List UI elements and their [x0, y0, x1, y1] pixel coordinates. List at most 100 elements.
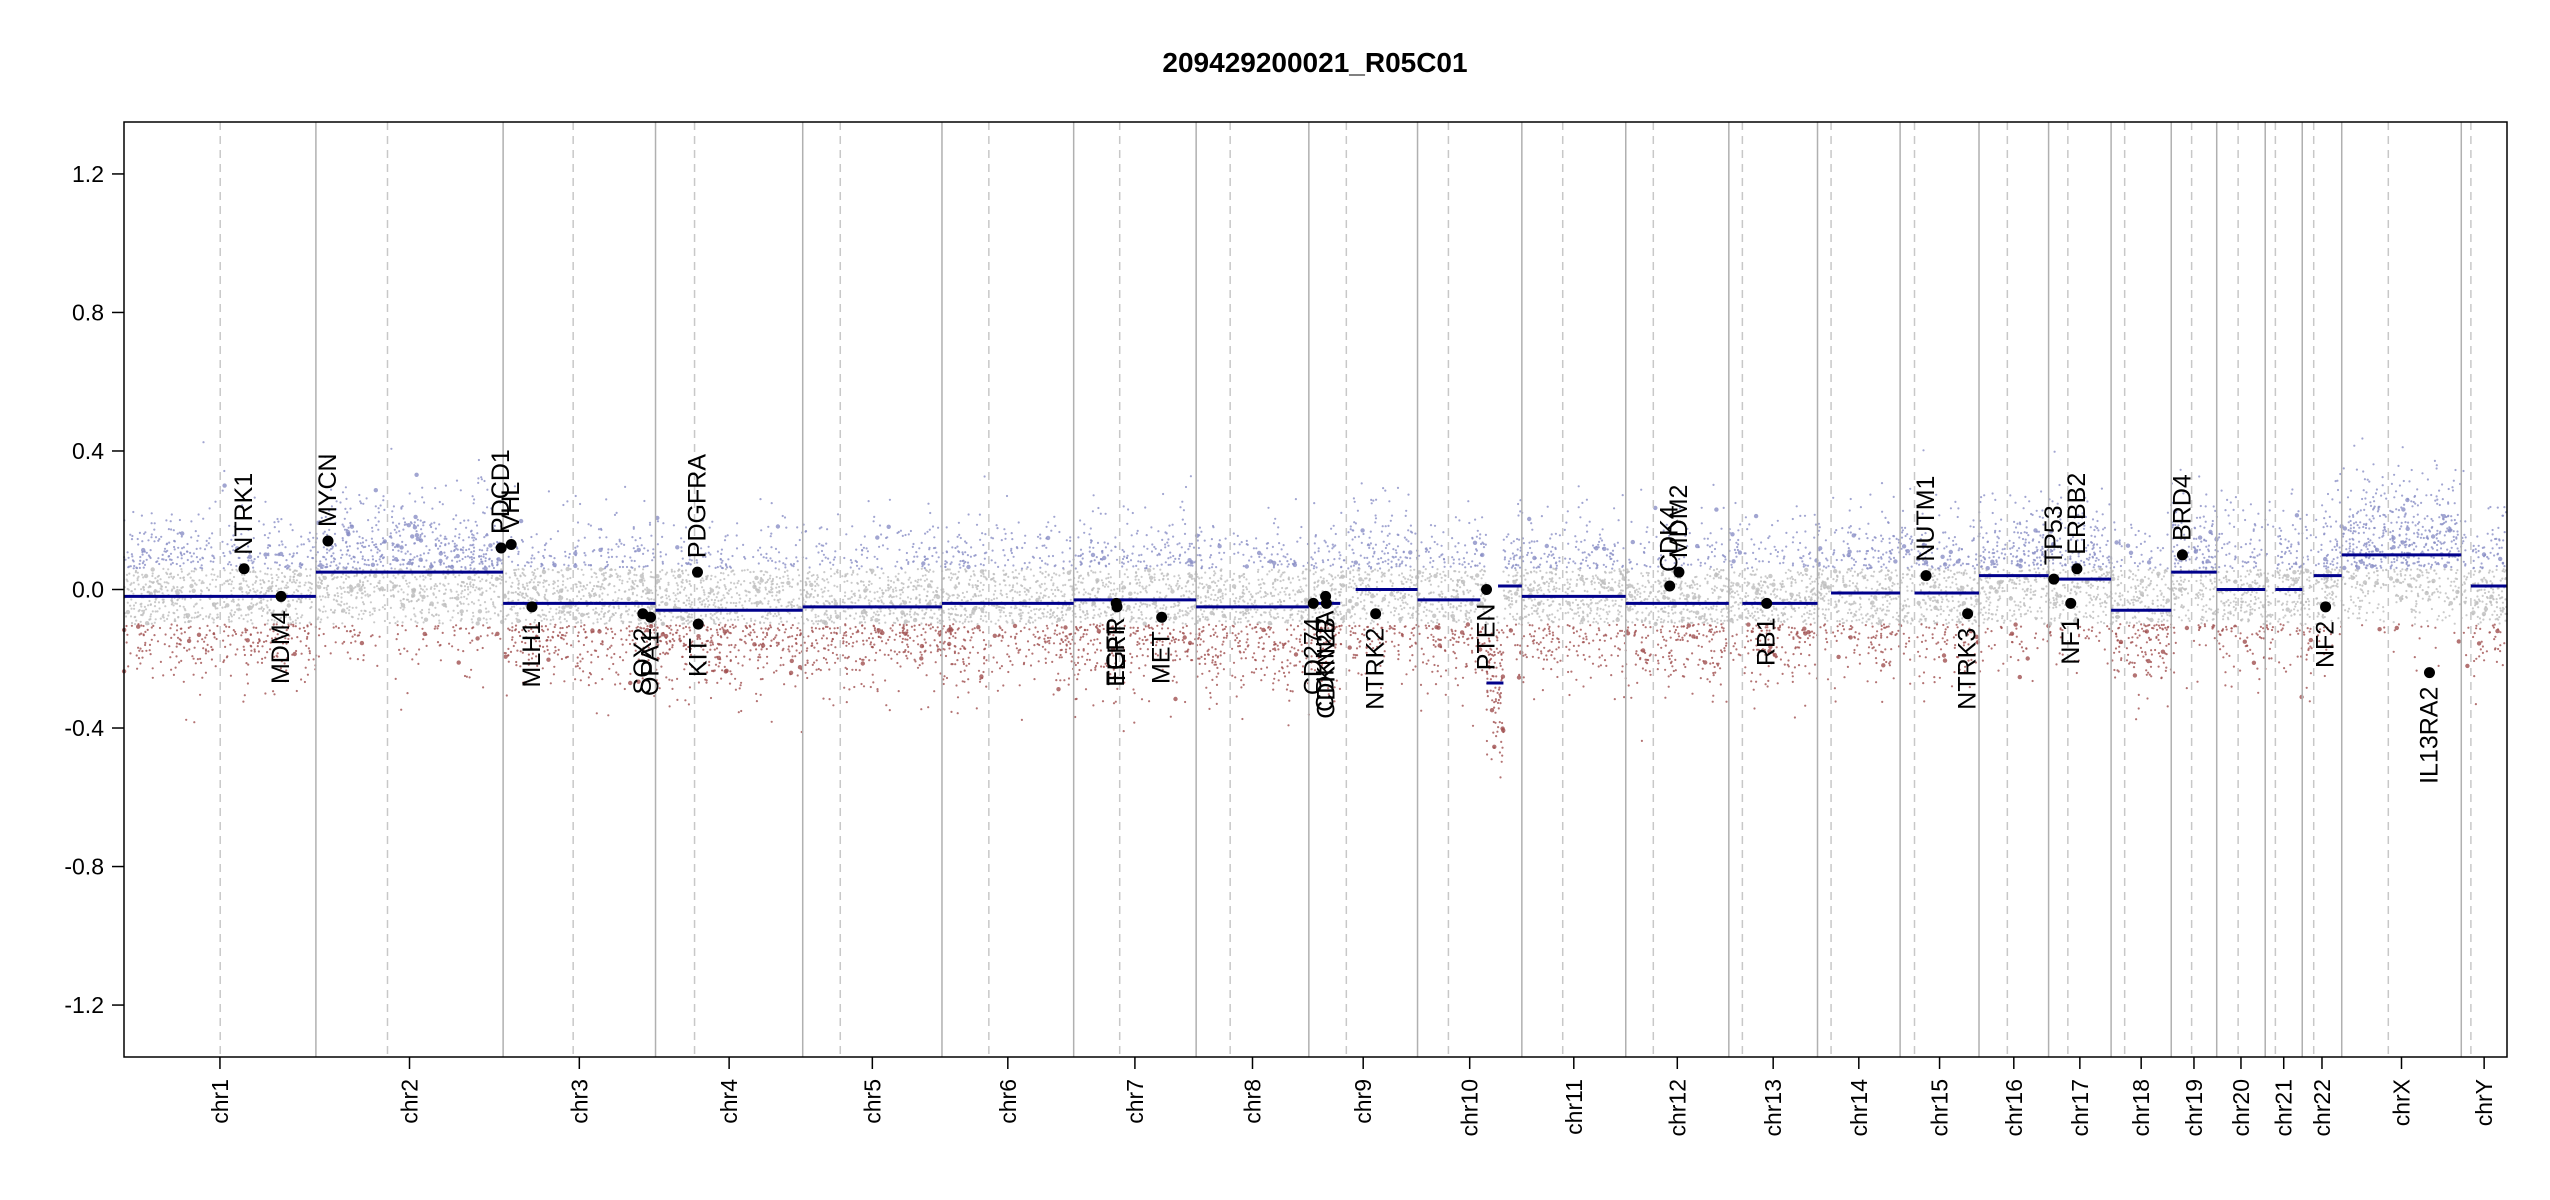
probe-point: [307, 632, 310, 635]
probe-point: [812, 596, 815, 599]
probe-point: [542, 581, 545, 584]
probe-point: [469, 641, 472, 644]
probe-point: [431, 531, 434, 534]
probe-point: [755, 700, 759, 703]
probe-point: [770, 502, 773, 505]
probe-point: [334, 543, 337, 546]
probe-point: [766, 655, 769, 658]
probe-point: [690, 620, 693, 623]
probe-point: [308, 597, 311, 601]
probe-point: [625, 565, 629, 569]
probe-point: [725, 601, 729, 604]
probe-point: [126, 551, 129, 554]
probe-point: [997, 619, 1000, 622]
probe-point: [564, 555, 567, 558]
probe-point: [1005, 593, 1008, 596]
probe-point: [608, 646, 612, 649]
probe-point: [516, 577, 519, 580]
probe-point: [249, 570, 252, 574]
probe-point: [425, 559, 428, 562]
probe-point: [833, 599, 837, 602]
probe-point: [855, 631, 858, 634]
probe-point: [473, 498, 476, 501]
probe-point: [621, 643, 624, 646]
probe-point: [303, 629, 306, 633]
probe-point: [878, 622, 881, 625]
probe-point: [870, 582, 873, 585]
probe-point: [723, 669, 728, 674]
probe-point: [481, 591, 484, 594]
probe-point: [172, 611, 175, 614]
probe-point: [700, 603, 703, 606]
probe-point: [444, 484, 447, 487]
probe-point: [860, 682, 863, 686]
probe-point: [579, 653, 582, 656]
probe-point: [577, 640, 580, 643]
probe-point: [139, 662, 142, 665]
probe-point: [329, 564, 332, 568]
probe-point: [898, 631, 902, 635]
probe-point: [234, 632, 238, 636]
probe-point: [861, 548, 864, 552]
probe-point: [893, 650, 896, 653]
probe-point: [176, 609, 179, 612]
probe-point: [132, 567, 135, 570]
probe-point: [807, 635, 810, 638]
probe-point: [470, 601, 474, 604]
probe-point: [345, 574, 348, 577]
probe-point: [191, 588, 196, 593]
probe-point: [180, 557, 183, 560]
probe-point: [403, 647, 406, 650]
probe-point: [335, 564, 338, 567]
probe-point: [908, 576, 911, 579]
probe-point: [390, 581, 393, 584]
probe-point: [250, 619, 253, 622]
probe-point: [151, 574, 154, 578]
probe-point: [202, 647, 205, 650]
probe-point: [602, 613, 606, 616]
probe-point: [439, 582, 442, 585]
probe-point: [250, 653, 253, 657]
probe-point: [167, 576, 171, 579]
probe-point: [215, 616, 218, 620]
probe-point: [295, 579, 298, 582]
probe-point: [623, 543, 626, 547]
probe-point: [466, 585, 470, 589]
probe-point: [238, 617, 241, 620]
probe-point: [193, 570, 196, 573]
probe-point: [769, 621, 772, 624]
probe-point: [898, 635, 902, 638]
probe-point: [576, 567, 580, 571]
probe-point: [730, 618, 733, 621]
probe-point: [643, 547, 646, 550]
probe-point: [564, 586, 567, 589]
probe-point: [629, 556, 632, 559]
probe-point: [340, 592, 343, 595]
probe-point: [716, 655, 719, 659]
probe-point: [815, 659, 818, 662]
probe-point: [621, 579, 624, 582]
probe-point: [919, 578, 922, 581]
probe-point: [569, 613, 572, 617]
probe-point: [715, 647, 719, 650]
probe-point: [377, 507, 380, 510]
probe-point: [472, 615, 475, 618]
probe-point: [563, 563, 566, 566]
probe-point: [389, 563, 392, 566]
probe-point: [535, 533, 538, 536]
probe-point: [292, 552, 295, 555]
probe-point: [862, 546, 866, 549]
probe-point: [770, 639, 773, 642]
probe-point: [597, 528, 601, 531]
probe-point: [463, 519, 466, 522]
probe-point: [261, 657, 264, 661]
probe-point: [211, 568, 214, 571]
probe-point: [423, 535, 426, 538]
probe-point: [320, 579, 323, 582]
probe-point: [1011, 571, 1014, 574]
probe-point: [836, 568, 839, 572]
probe-point: [828, 627, 832, 630]
probe-point: [212, 560, 215, 563]
probe-point: [631, 579, 634, 583]
probe-point: [821, 595, 824, 598]
